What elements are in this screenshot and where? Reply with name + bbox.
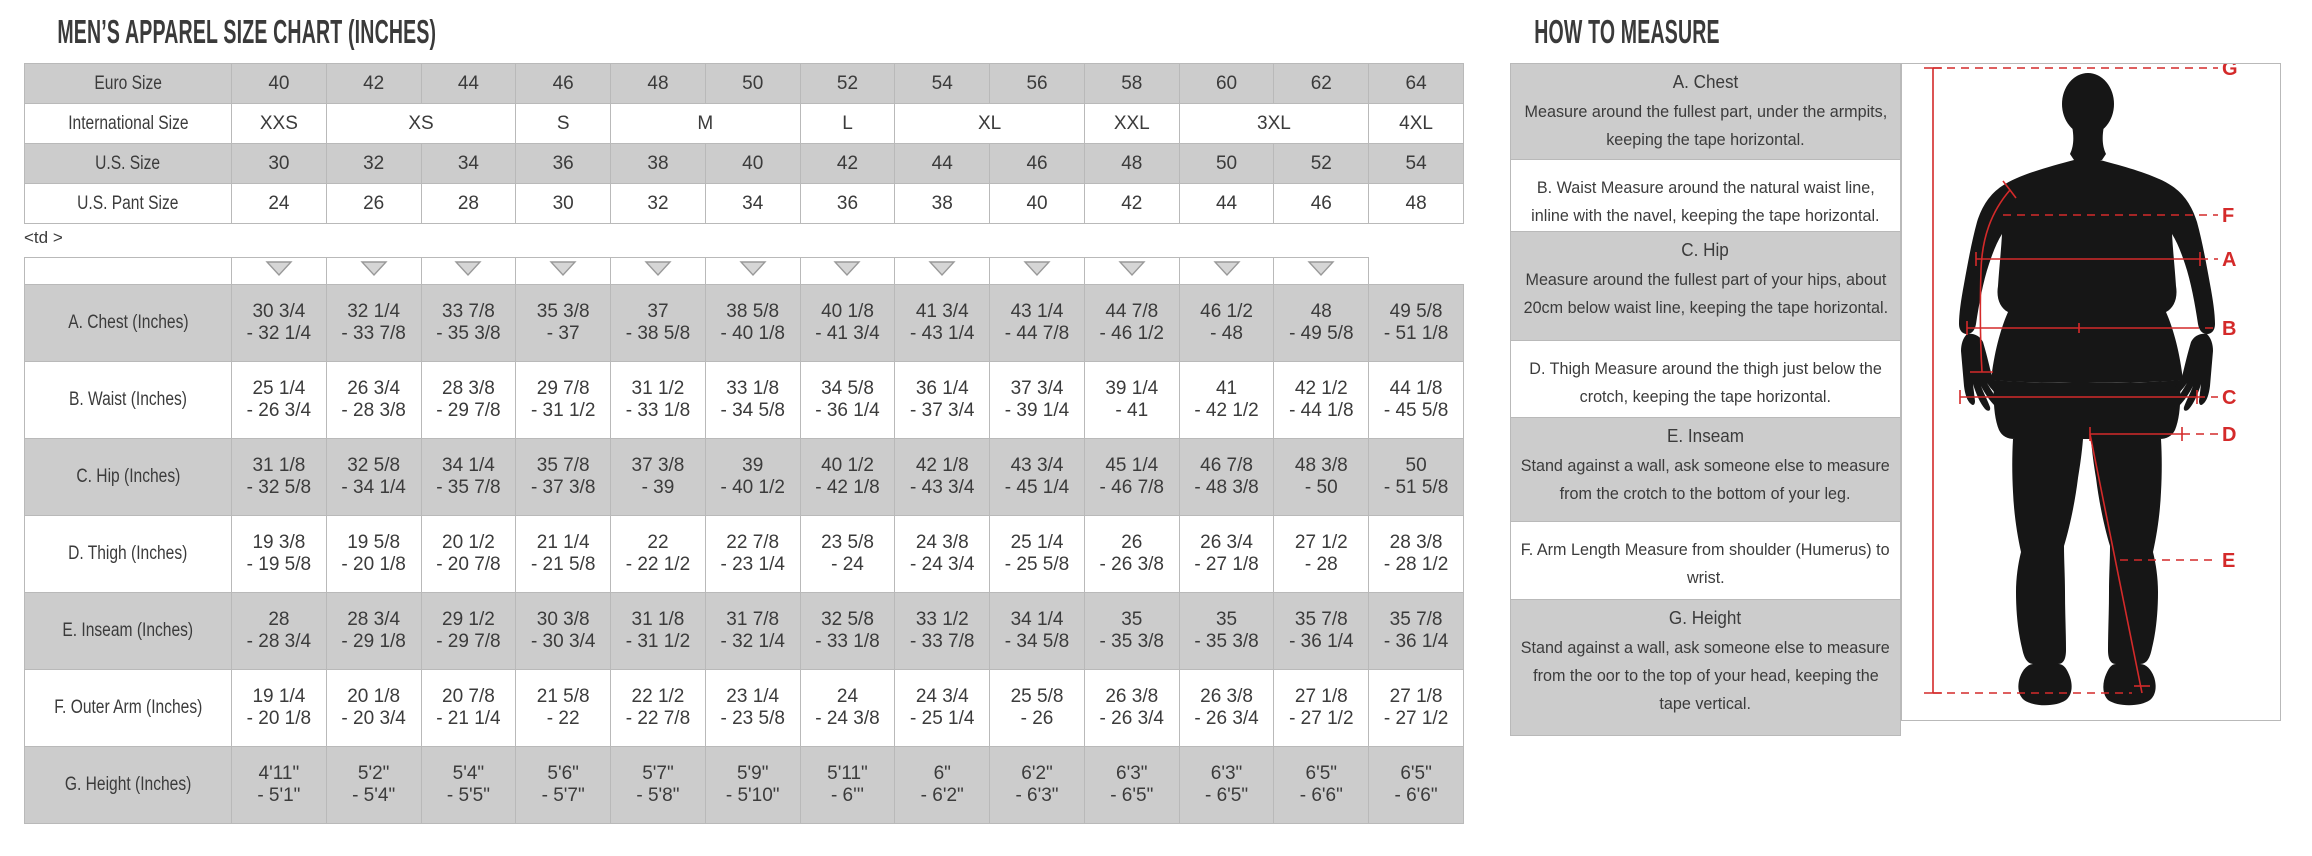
svg-text:F: F xyxy=(2222,205,2234,227)
svg-text:D: D xyxy=(2222,424,2236,446)
svg-text:B: B xyxy=(2222,318,2236,340)
svg-text:E: E xyxy=(2222,550,2235,572)
svg-text:C: C xyxy=(2222,387,2236,409)
svg-text:A: A xyxy=(2222,249,2236,271)
svg-text:G: G xyxy=(2222,64,2238,80)
